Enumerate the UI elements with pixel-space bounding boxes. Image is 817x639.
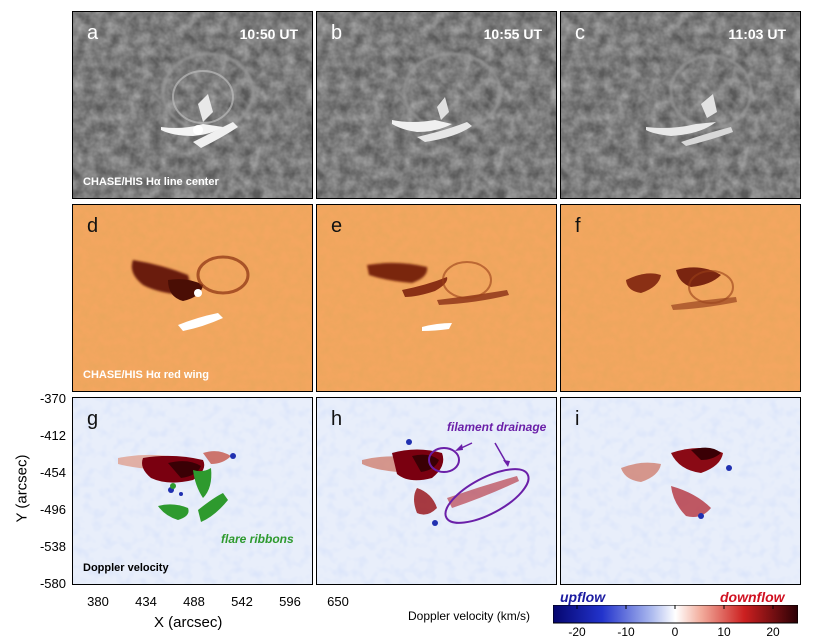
panel-time: 10:50 UT xyxy=(239,26,298,42)
doppler-image-h xyxy=(317,398,556,584)
panel-b: b 10:55 UT xyxy=(316,11,557,199)
panel-d: d CHASE/HIS Hα red wing xyxy=(72,204,313,392)
y-axis-label: Y (arcsec) xyxy=(13,454,31,523)
panel-g: g Doppler velocity flare ribbons xyxy=(72,397,313,585)
y-tick: -412 xyxy=(39,428,66,443)
panel-letter: b xyxy=(331,22,343,44)
x-axis-label: X (arcsec) xyxy=(154,614,223,631)
halpha-redwing-image-d xyxy=(73,205,312,391)
panel-letter: f xyxy=(575,215,581,237)
panel-letter: h xyxy=(331,408,343,430)
panel-letter: g xyxy=(87,408,99,430)
colorbar-tick: -20 xyxy=(568,625,586,639)
colorbar-tick: 0 xyxy=(671,625,679,639)
x-tick: 434 xyxy=(135,594,157,609)
colorbar-tick: -10 xyxy=(617,625,635,639)
panel-note: CHASE/HIS Hα line center xyxy=(83,176,219,188)
colorbar-tick: 10 xyxy=(717,625,731,639)
halpha-redwing-image-e xyxy=(317,205,556,391)
panel-letter: d xyxy=(87,215,99,237)
y-tick: -580 xyxy=(39,576,66,591)
panel-c: c 11:03 UT xyxy=(560,11,801,199)
panel-f: f xyxy=(560,204,801,392)
doppler-image-g xyxy=(73,398,312,584)
halpha-center-image-b xyxy=(317,12,556,198)
flare-ribbons-annotation: flare ribbons xyxy=(221,532,294,546)
downflow-label: downflow xyxy=(720,589,785,605)
doppler-image-i xyxy=(561,398,800,584)
panel-note: Doppler velocity xyxy=(83,562,169,574)
colorbar-tick: 20 xyxy=(766,625,780,639)
panel-letter: a xyxy=(87,22,99,44)
y-tick: -538 xyxy=(39,539,66,554)
x-tick: 542 xyxy=(231,594,253,609)
halpha-center-image-c xyxy=(561,12,800,198)
colorbar xyxy=(553,605,798,624)
filament-drainage-annotation: filament drainage xyxy=(447,420,547,434)
panel-letter: i xyxy=(575,408,580,430)
x-tick: 488 xyxy=(183,594,205,609)
x-tick: 596 xyxy=(279,594,301,609)
halpha-center-image-a xyxy=(73,12,312,198)
panel-a: a 10:50 UT CHASE/HIS Hα line center xyxy=(72,11,313,199)
x-tick: 380 xyxy=(87,594,109,609)
panel-time: 10:55 UT xyxy=(483,26,542,42)
halpha-redwing-image-f xyxy=(561,205,800,391)
panel-h: h filament drainage xyxy=(316,397,557,585)
panel-i: i xyxy=(560,397,801,585)
colorbar-title: Doppler velocity (km/s) xyxy=(408,609,531,623)
panel-e: e xyxy=(316,204,557,392)
panel-letter: e xyxy=(331,215,343,237)
panel-note: CHASE/HIS Hα red wing xyxy=(83,369,209,381)
y-tick: -496 xyxy=(39,502,66,517)
y-tick: -454 xyxy=(39,465,66,480)
panel-letter: c xyxy=(575,22,585,44)
panel-time: 11:03 UT xyxy=(728,26,786,42)
x-tick: 650 xyxy=(327,594,349,609)
y-tick: -370 xyxy=(39,391,66,406)
upflow-label: upflow xyxy=(560,589,606,605)
